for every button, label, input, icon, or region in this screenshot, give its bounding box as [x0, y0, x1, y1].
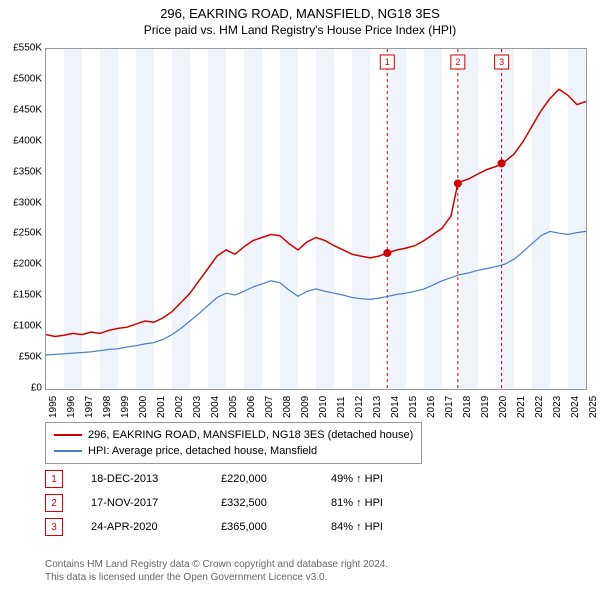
y-tick-label: £550K [13, 43, 42, 54]
sale-price: £220,000 [221, 473, 331, 485]
x-tick-label: 1996 [66, 396, 77, 418]
x-tick-label: 2002 [174, 396, 185, 418]
legend-label: HPI: Average price, detached house, Mans… [88, 445, 317, 457]
x-tick-label: 1998 [102, 396, 113, 418]
footer: Contains HM Land Registry data © Crown c… [45, 558, 388, 584]
plot-svg: 1 2 3 [46, 49, 586, 389]
y-tick-label: £250K [13, 228, 42, 239]
legend-item: 296, EAKRING ROAD, MANSFIELD, NG18 3ES (… [54, 427, 413, 443]
y-tick-label: £450K [13, 104, 42, 115]
sale-pct: 49% ↑ HPI [331, 473, 411, 485]
y-tick-label: £100K [13, 321, 42, 332]
sale-pct: 84% ↑ HPI [331, 521, 411, 533]
x-tick-label: 2003 [192, 396, 203, 418]
title-block: 296, EAKRING ROAD, MANSFIELD, NG18 3ES P… [0, 0, 600, 37]
chart-title: 296, EAKRING ROAD, MANSFIELD, NG18 3ES [0, 6, 600, 21]
x-tick-label: 1999 [120, 396, 131, 418]
sale-marker-badge: 3 [45, 518, 63, 536]
x-tick-label: 2009 [300, 396, 311, 418]
x-tick-label: 2008 [282, 396, 293, 418]
legend-label: 296, EAKRING ROAD, MANSFIELD, NG18 3ES (… [88, 429, 413, 441]
sale-date: 17-NOV-2017 [91, 497, 221, 509]
x-tick-label: 2024 [570, 396, 581, 418]
sale-marker-badge: 2 [45, 494, 63, 512]
x-tick-label: 2014 [390, 396, 401, 418]
legend: 296, EAKRING ROAD, MANSFIELD, NG18 3ES (… [45, 422, 422, 464]
x-tick-label: 2012 [354, 396, 365, 418]
x-tick-label: 2006 [246, 396, 257, 418]
y-tick-label: £200K [13, 259, 42, 270]
footer-line: Contains HM Land Registry data © Crown c… [45, 558, 388, 571]
x-tick-label: 2010 [318, 396, 329, 418]
x-tick-label: 1995 [48, 396, 59, 418]
x-tick-label: 2013 [372, 396, 383, 418]
legend-item: HPI: Average price, detached house, Mans… [54, 443, 413, 459]
y-tick-label: £300K [13, 197, 42, 208]
svg-text:3: 3 [499, 57, 504, 67]
x-tick-label: 2016 [426, 396, 437, 418]
y-tick-label: £150K [13, 290, 42, 301]
x-tick-label: 2018 [462, 396, 473, 418]
y-tick-label: £400K [13, 135, 42, 146]
legend-swatch [54, 450, 82, 452]
sales-row: 3 24-APR-2020 £365,000 84% ↑ HPI [45, 515, 411, 539]
x-tick-label: 2015 [408, 396, 419, 418]
x-tick-label: 2023 [552, 396, 563, 418]
x-tick-label: 2004 [210, 396, 221, 418]
legend-swatch [54, 434, 82, 436]
y-tick-label: £500K [13, 73, 42, 84]
plot-area: 1 2 3 [45, 48, 587, 390]
x-tick-label: 2020 [498, 396, 509, 418]
chart-subtitle: Price paid vs. HM Land Registry's House … [0, 23, 600, 37]
sales-row: 1 18-DEC-2013 £220,000 49% ↑ HPI [45, 467, 411, 491]
x-tick-label: 2025 [588, 396, 599, 418]
x-tick-label: 2019 [480, 396, 491, 418]
svg-text:1: 1 [385, 57, 390, 67]
sales-table: 1 18-DEC-2013 £220,000 49% ↑ HPI 2 17-NO… [45, 467, 411, 539]
sale-date: 24-APR-2020 [91, 521, 221, 533]
y-tick-label: £50K [19, 352, 42, 363]
svg-text:2: 2 [455, 57, 460, 67]
x-tick-label: 2021 [516, 396, 527, 418]
x-tick-label: 2007 [264, 396, 275, 418]
sales-row: 2 17-NOV-2017 £332,500 81% ↑ HPI [45, 491, 411, 515]
chart-container: 296, EAKRING ROAD, MANSFIELD, NG18 3ES P… [0, 0, 600, 590]
footer-line: This data is licensed under the Open Gov… [45, 571, 388, 584]
x-tick-label: 2011 [336, 396, 347, 418]
x-tick-label: 2000 [138, 396, 149, 418]
sale-price: £365,000 [221, 521, 331, 533]
sale-price: £332,500 [221, 497, 331, 509]
sale-marker-badge: 1 [45, 470, 63, 488]
sale-date: 18-DEC-2013 [91, 473, 221, 485]
x-tick-label: 1997 [84, 396, 95, 418]
y-tick-label: £350K [13, 166, 42, 177]
y-tick-label: £0 [31, 383, 42, 394]
x-tick-label: 2017 [444, 396, 455, 418]
x-tick-label: 2022 [534, 396, 545, 418]
sale-pct: 81% ↑ HPI [331, 497, 411, 509]
x-tick-label: 2005 [228, 396, 239, 418]
x-tick-label: 2001 [156, 396, 167, 418]
